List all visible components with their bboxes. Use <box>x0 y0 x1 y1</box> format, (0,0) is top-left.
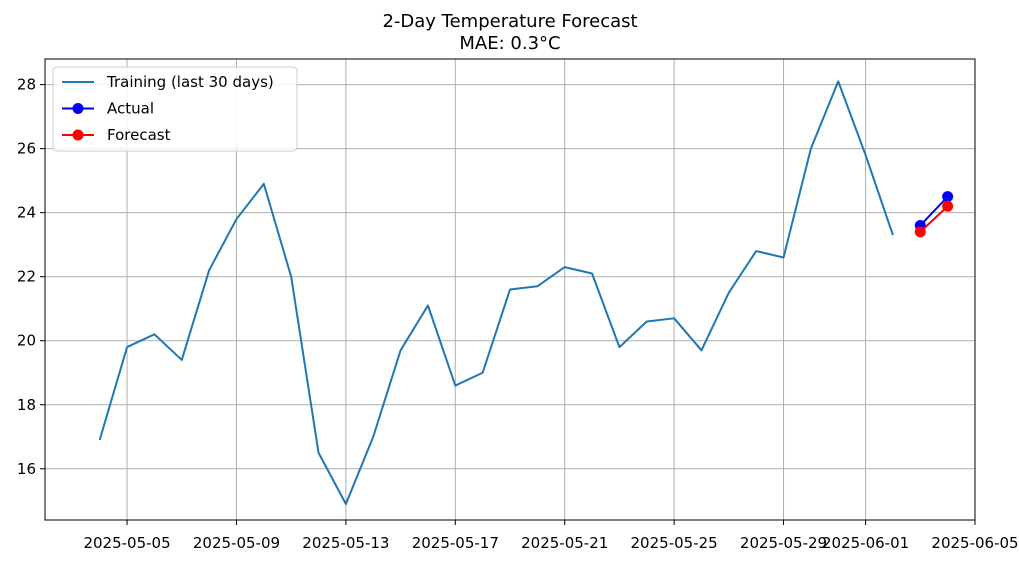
legend-item: Training (last 30 days) <box>62 73 274 91</box>
series-2 <box>914 200 954 238</box>
series-line <box>919 195 949 227</box>
x-tick-label: 2025-05-29 <box>740 534 827 552</box>
y-axis: 16 18 20 22 24 26 28 <box>17 76 45 478</box>
y-tick-label: 28 <box>17 76 36 94</box>
x-tick-label: 2025-05-09 <box>193 534 280 552</box>
legend-label: Actual <box>107 100 154 118</box>
legend: Training (last 30 days) Actual Forecast <box>52 66 298 152</box>
legend-item: Forecast <box>62 126 171 144</box>
y-tick-label: 26 <box>17 140 36 158</box>
y-tick-label: 24 <box>17 204 36 222</box>
legend-box <box>52 66 298 152</box>
grid <box>45 59 976 520</box>
x-tick-label: 2025-06-05 <box>931 534 1018 552</box>
chart-title: 2-Day Temperature Forecast <box>382 11 637 32</box>
x-tick-label: 2025-05-05 <box>83 534 170 552</box>
legend-label: Training (last 30 days) <box>106 73 274 91</box>
legend-marker <box>72 103 84 114</box>
x-tick-label: 2025-05-21 <box>521 534 608 552</box>
x-tick-label: 2025-05-25 <box>631 534 718 552</box>
data-point <box>942 200 954 212</box>
y-tick-label: 16 <box>17 460 36 478</box>
x-tick-label: 2025-06-01 <box>822 534 909 552</box>
legend-label: Forecast <box>107 126 171 144</box>
plot-frame <box>44 58 976 521</box>
y-tick-label: 20 <box>17 332 36 350</box>
legend-item: Actual <box>62 100 154 118</box>
x-axis: 2025-05-05 2025-05-09 2025-05-13 2025-05-17… <box>83 520 1019 552</box>
data-point <box>942 191 954 203</box>
x-tick-label: 2025-05-17 <box>412 534 499 552</box>
x-tick-label: 2025-05-13 <box>302 534 389 552</box>
chart-subtitle: MAE: 0.3°C <box>459 33 560 54</box>
series-layer <box>98 80 954 505</box>
y-tick-label: 18 <box>17 396 36 414</box>
legend-marker <box>72 129 84 141</box>
data-point <box>914 226 926 238</box>
series-line <box>919 205 949 233</box>
series-0 <box>98 80 894 505</box>
series-line <box>98 80 894 505</box>
y-tick-label: 22 <box>17 268 36 286</box>
